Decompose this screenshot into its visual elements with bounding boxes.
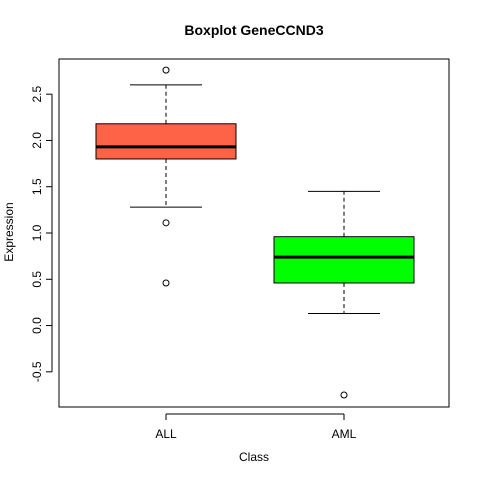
y-tick-label: 1.5 bbox=[30, 178, 44, 195]
y-tick-label: 2.5 bbox=[30, 86, 44, 103]
x-tick-label-all: ALL bbox=[155, 427, 177, 441]
y-axis: -0.5 0.0 0.5 1.0 1.5 2.0 2.5 bbox=[30, 86, 53, 382]
y-tick-label: 0.0 bbox=[30, 317, 44, 334]
y-tick-label: 2.0 bbox=[30, 132, 44, 149]
outlier-point bbox=[162, 219, 170, 227]
outlier-point bbox=[162, 66, 170, 74]
y-axis-label: Expression bbox=[2, 202, 16, 261]
y-tick-label: -0.5 bbox=[30, 361, 44, 382]
outlier-point bbox=[162, 279, 170, 287]
y-tick-label: 0.5 bbox=[30, 271, 44, 288]
plot-frame bbox=[58, 58, 450, 408]
box-group-aml bbox=[273, 190, 415, 399]
y-tick-label: 1.0 bbox=[30, 224, 44, 241]
box-group-all bbox=[95, 66, 237, 287]
box-iqr bbox=[273, 236, 415, 284]
box-iqr bbox=[95, 123, 237, 160]
chart-title: Boxplot GeneCCND3 bbox=[184, 22, 323, 38]
outlier-point bbox=[340, 391, 348, 399]
x-axis-label: Class bbox=[239, 450, 269, 464]
x-axis: ALL AML bbox=[155, 413, 357, 441]
x-tick-label-aml: AML bbox=[332, 427, 357, 441]
boxes bbox=[95, 66, 415, 399]
